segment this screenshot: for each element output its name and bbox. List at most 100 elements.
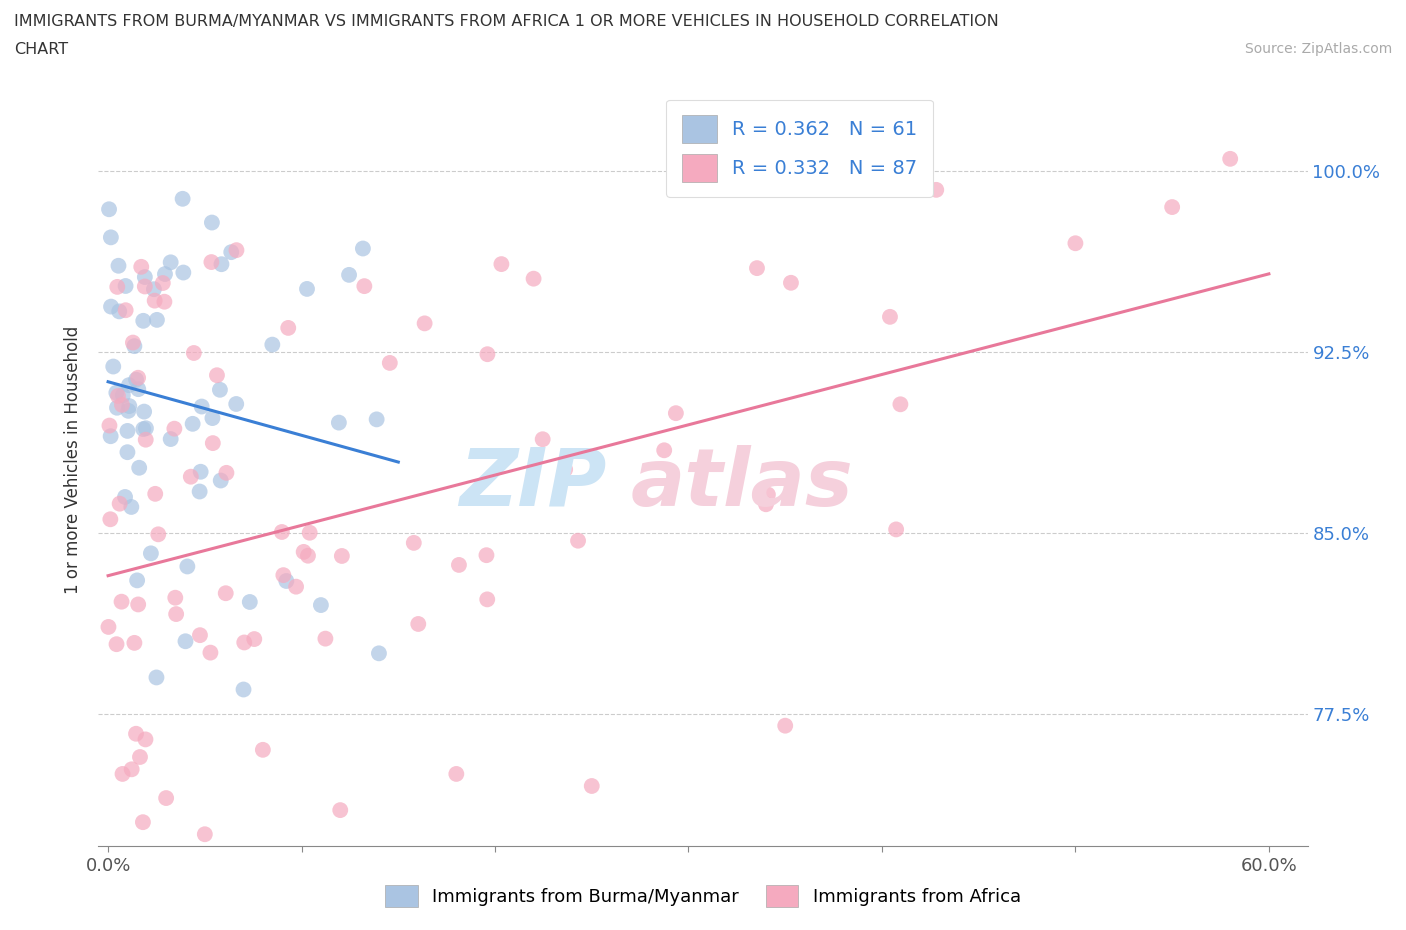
Point	[190, 399, 212, 414]
Point	[252, 742, 274, 757]
Point	[190, 464, 212, 479]
Point	[155, 790, 177, 805]
Legend: R = 0.362   N = 61, R = 0.332   N = 87: R = 0.362 N = 61, R = 0.332 N = 87	[666, 100, 934, 197]
Point	[124, 339, 146, 353]
Point	[105, 400, 128, 415]
Point	[233, 635, 256, 650]
Point	[413, 316, 436, 331]
Point	[117, 445, 139, 459]
Point	[337, 268, 360, 283]
Point	[118, 378, 141, 392]
Point	[665, 405, 688, 420]
Point	[139, 546, 162, 561]
Point	[554, 462, 576, 477]
Point	[314, 631, 336, 646]
Point	[145, 670, 167, 684]
Point	[172, 265, 194, 280]
Point	[105, 279, 128, 294]
Point	[285, 579, 308, 594]
Point	[142, 282, 165, 297]
Point	[884, 522, 907, 537]
Point	[297, 549, 319, 564]
Point	[112, 863, 135, 878]
Point	[114, 279, 136, 294]
Point	[100, 429, 122, 444]
Point	[134, 270, 156, 285]
Point	[100, 299, 122, 314]
Point	[128, 460, 150, 475]
Point	[108, 497, 131, 512]
Point	[143, 486, 166, 501]
Point	[127, 381, 149, 396]
Point	[188, 485, 211, 499]
Point	[127, 573, 149, 588]
Y-axis label: 1 or more Vehicles in Household: 1 or more Vehicles in Household	[65, 326, 83, 594]
Legend: Immigrants from Burma/Myanmar, Immigrants from Africa: Immigrants from Burma/Myanmar, Immigrant…	[375, 876, 1031, 916]
Point	[152, 275, 174, 290]
Point	[132, 313, 155, 328]
Point	[127, 597, 149, 612]
Point	[132, 421, 155, 436]
Point	[129, 259, 152, 274]
Point	[181, 417, 204, 432]
Text: atlas: atlas	[630, 445, 853, 523]
Point	[98, 512, 121, 526]
Point	[329, 803, 352, 817]
Point	[120, 923, 142, 930]
Point	[567, 533, 589, 548]
Point	[100, 230, 122, 245]
Point	[97, 619, 120, 634]
Point	[447, 557, 470, 572]
Point	[366, 412, 388, 427]
Point	[295, 282, 318, 297]
Point	[135, 420, 157, 435]
Point	[243, 631, 266, 646]
Point	[477, 591, 499, 606]
Point	[273, 567, 295, 582]
Point	[200, 645, 222, 660]
Point	[1219, 152, 1241, 166]
Point	[491, 257, 513, 272]
Point	[262, 338, 284, 352]
Point	[114, 489, 136, 504]
Point	[194, 827, 217, 842]
Point	[165, 606, 187, 621]
Point	[446, 766, 468, 781]
Point	[402, 536, 425, 551]
Point	[111, 388, 134, 403]
Point	[378, 355, 401, 370]
Point	[117, 404, 139, 418]
Point	[531, 432, 554, 446]
Point	[134, 732, 156, 747]
Point	[120, 499, 142, 514]
Point	[127, 370, 149, 385]
Point	[879, 310, 901, 325]
Point	[159, 432, 181, 446]
Point	[889, 397, 911, 412]
Point	[292, 544, 315, 559]
Point	[188, 628, 211, 643]
Point	[153, 294, 176, 309]
Point	[219, 245, 242, 259]
Point	[205, 367, 228, 382]
Point	[298, 525, 321, 540]
Point	[98, 418, 121, 433]
Point	[110, 594, 132, 609]
Point	[276, 574, 298, 589]
Point	[159, 255, 181, 270]
Point	[111, 766, 134, 781]
Point	[1161, 200, 1184, 215]
Point	[107, 389, 129, 404]
Point	[925, 182, 948, 197]
Point	[652, 443, 675, 458]
Point	[125, 726, 148, 741]
Point	[165, 591, 187, 605]
Point	[153, 267, 176, 282]
Point	[134, 405, 156, 419]
Point	[103, 359, 125, 374]
Point	[330, 549, 353, 564]
Point	[353, 279, 375, 294]
Point	[143, 293, 166, 308]
Point	[523, 272, 546, 286]
Point	[172, 192, 194, 206]
